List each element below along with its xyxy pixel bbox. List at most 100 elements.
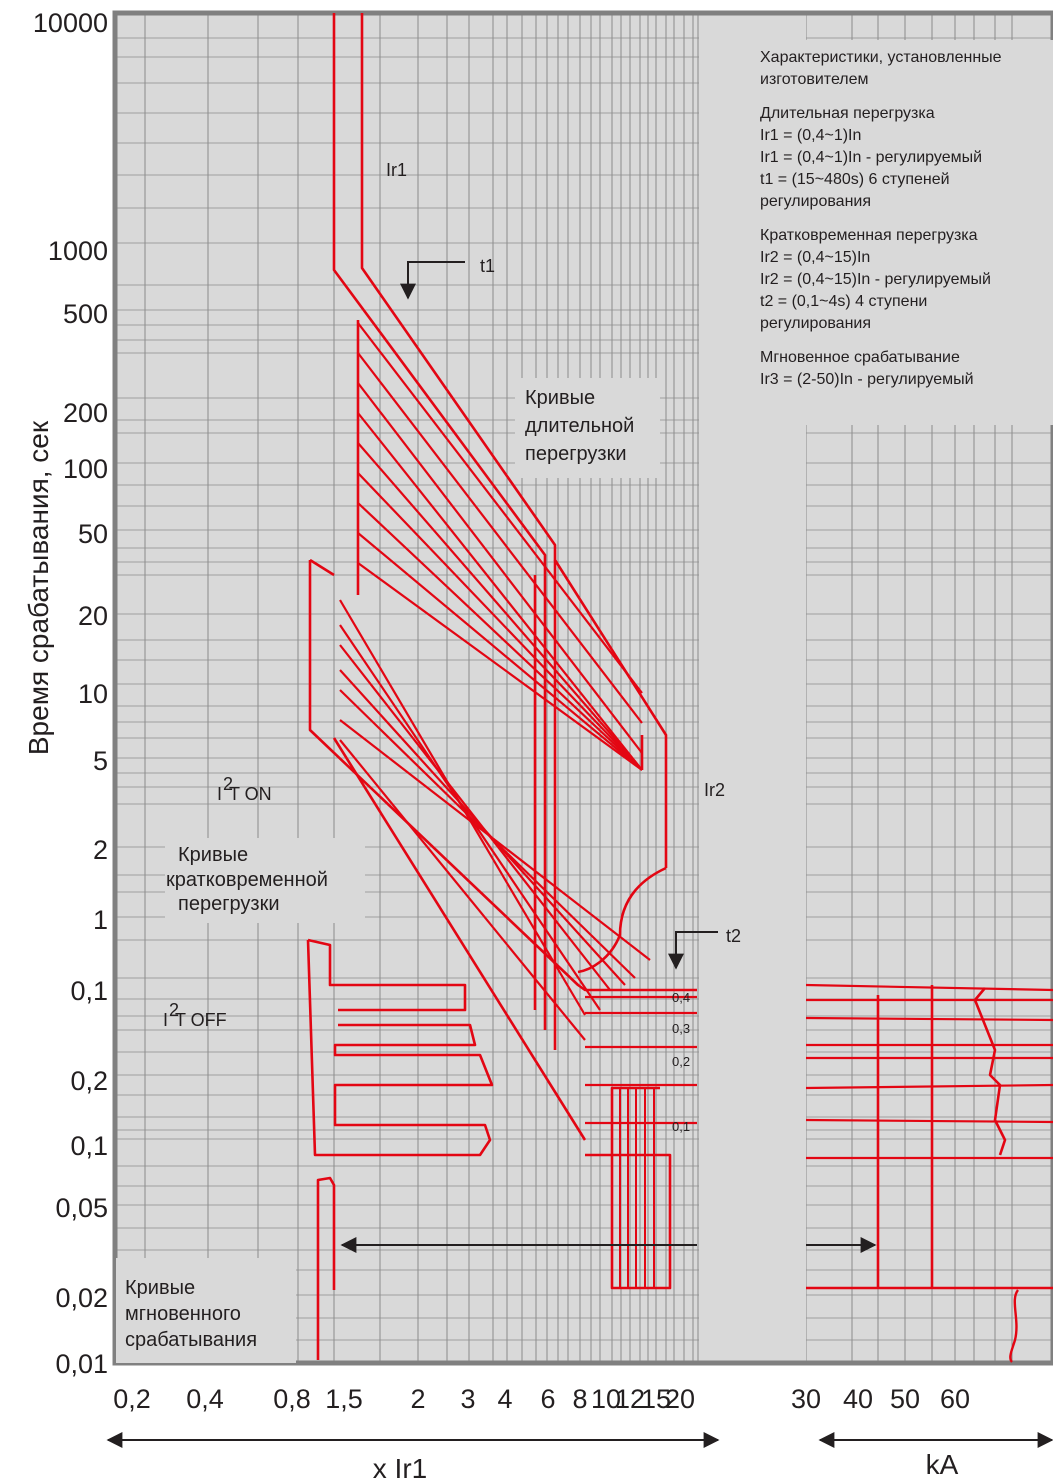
y-tick-label: 20 [78,601,108,631]
curve-ka-line-5 [805,1083,1053,1090]
x-tick-label: 15 [641,1384,671,1414]
x-tick-label: 0,4 [186,1384,224,1414]
i2t-off-label: T OFF [175,1010,227,1030]
settings-note-line: Ir1 = (0,4~1)In [760,127,861,144]
curve-i2t-off-2 [306,939,494,1157]
x-tick-label: 20 [665,1384,695,1414]
i2t-on-sup: 2 [223,774,233,794]
y-tick-label: 1000 [48,236,108,266]
settings-note-line: изготовителем [760,71,869,88]
x-axis-label: x Ir1 [373,1453,427,1484]
curve-long-step-7 [357,532,643,771]
region-short-label: перегрузки [178,893,279,915]
region-short-label: Кривые [178,844,248,866]
label-backgrounds [116,40,1053,1363]
i2t-off-sup: 2 [169,1000,179,1020]
label-panel [752,40,1053,425]
curve-long-right-envelope [360,13,668,868]
settings-note-line: Мгновенное срабатывание [760,349,960,366]
curve-long-step-3 [357,412,643,771]
label-panel [116,1258,296,1363]
x-tick-label: 6 [540,1384,555,1414]
curve-ka-line-2 [805,1016,1053,1022]
trip-curves [306,13,1053,1363]
x-tick-label: 2 [410,1384,425,1414]
region-long-label: перегрузки [525,443,626,465]
curve-long-step-0 [357,322,643,694]
curve-short-diag-3 [339,669,626,986]
y-tick-label: 200 [63,398,108,428]
settings-note-line: Ir2 = (0,4~15)In [760,249,870,266]
y-tick-label: 10000 [33,8,108,38]
curve-short-diag-2 [339,644,611,991]
curve-lower-diag [332,737,587,1141]
y-tick-label: 0,01 [55,1349,108,1379]
ir1-label: Ir1 [386,160,407,180]
curve-long-step-2 [357,382,643,754]
label-panel [165,838,365,923]
curve-long-step-8 [357,562,643,771]
y-tick-label: 2 [93,835,108,865]
plot-frame [112,10,1053,1366]
x-tick-label: 0,8 [273,1384,311,1414]
i2t-on-i: I [217,784,222,804]
region-short-label: кратковременной [166,869,328,891]
region-instant-label: срабатывания [125,1329,257,1351]
region-long-label: длительной [525,415,634,437]
settings-note-line: Длительная перегрузка [760,105,935,122]
y-tick-label: 500 [63,299,108,329]
x-axis-label-ka: kA [926,1449,959,1480]
t2-marker-arrow [668,931,718,970]
t2-label: t2 [726,926,741,946]
y-tick-label: 0,1 [70,976,108,1006]
y-tick-label: 0,2 [70,1066,108,1096]
curve-i2t-on-envelope [308,560,697,992]
curve-long-step-4 [357,442,643,771]
settings-note-line: Ir1 = (0,4~1)In - регулируемый [760,149,982,166]
curve-long-step-1 [357,352,643,724]
chart-text: 10000 1000 500 200 100 50 20 10 5 2 1 0,1 0,2 0,1 0,05… [23,8,1002,1484]
y-tick-label: 1 [93,905,108,935]
x-tick-label: 12 [615,1384,645,1414]
arrows [106,261,1053,1448]
y-tick-label: 50 [78,519,108,549]
curve-i2t-off-1 [307,938,467,1012]
t1-marker-arrow [400,261,465,300]
settings-note-line: t1 = (15~480s) 6 ступеней [760,171,950,188]
x-tick-label: 8 [572,1384,587,1414]
region-long-label: Кривые [525,387,595,409]
t2-step-label: 0,1 [672,1119,690,1134]
region-instant-label: мгновенного [125,1303,241,1325]
curve-long-step-5 [357,472,643,771]
settings-note-line: регулирования [760,315,871,332]
curve-short-diag-6 [339,739,586,1041]
settings-note-line: t2 = (0,1~4s) 4 ступени [760,293,927,310]
curve-long-step-6 [357,502,643,771]
t2-step-label: 0,3 [672,1021,690,1036]
curve-long-left-envelope [332,13,547,1030]
curve-short-diag-5 [339,719,651,961]
curve-ka-line-0 [805,983,1053,992]
x-tick-label: 10 [591,1384,621,1414]
ir2-label: Ir2 [704,780,725,800]
curve-inst-left [316,1176,336,1360]
x-tick-label: 1,5 [325,1384,363,1414]
x-tick-label-ka: 50 [890,1384,920,1414]
label-panel [515,378,660,478]
x-tick-label-ka: 30 [791,1384,821,1414]
curve-ka-line-6 [805,1118,1053,1124]
x-tick-label-ka: 60 [940,1384,970,1414]
i2t-on-label: T ON [229,784,272,804]
x-tick-label-ka: 40 [843,1384,873,1414]
t2-step-label: 0,4 [672,990,690,1005]
i2t-off-i: I [163,1010,168,1030]
settings-note-line: регулирования [760,193,871,210]
region-instant-label: Кривые [125,1277,195,1299]
y-tick-label: 10 [78,679,108,709]
x-tick-label: 0,2 [113,1384,151,1414]
settings-note-line: Характеристики, установленные [760,49,1002,66]
t1-label: t1 [480,256,495,276]
settings-note-line: Ir3 = (2-50)In - регулируемый [760,371,974,388]
curve-ka-zigzag [973,987,1007,1156]
